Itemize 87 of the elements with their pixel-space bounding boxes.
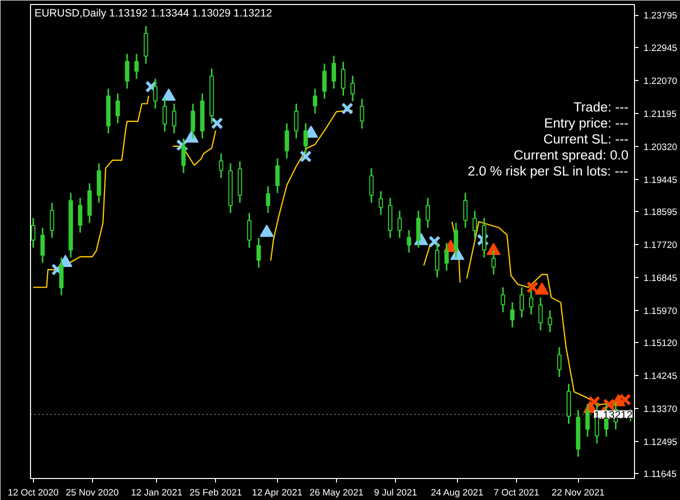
y-tick-label: 1.18595 (644, 206, 678, 217)
chart-title: EURUSD,Daily 1.13192 1.13344 1.13029 1.13212 (34, 8, 272, 20)
candlestick (116, 92, 120, 124)
point (526, 281, 539, 294)
point (341, 102, 354, 115)
point (534, 282, 549, 295)
candlestick (510, 302, 515, 328)
candlestick (294, 102, 298, 140)
candlestick (341, 61, 346, 97)
y-tick-label: 1.15970 (644, 306, 678, 316)
y-tick-label: 1.12495 (644, 436, 678, 447)
annotation: Current spread: 0.0 (514, 148, 629, 162)
y-tick-label: 1.20320 (644, 142, 678, 152)
candlestick (144, 25, 148, 64)
candlestick (491, 250, 496, 276)
annotation: Entry price: --- (544, 116, 628, 130)
candlestick (369, 167, 374, 204)
point (486, 242, 501, 255)
x-tick-label: 12 Jan 2021 (130, 488, 182, 498)
candlestick (172, 102, 176, 134)
annotation: Trade: --- (573, 100, 629, 114)
y-tick-label: 1.19445 (644, 174, 678, 185)
candlestick (181, 138, 186, 174)
candlestick (59, 256, 64, 296)
candlestick (266, 186, 270, 214)
y-tick-label: 1.23795 (644, 10, 678, 21)
candlestick (303, 122, 308, 154)
candlestick (454, 222, 458, 258)
candlestick (256, 237, 261, 268)
y-tick-label: 1.16845 (644, 272, 678, 283)
candlestick (218, 152, 224, 179)
candlestick (585, 403, 590, 438)
x-tick-label: 25 Nov 2020 (66, 488, 119, 498)
candlestick (162, 98, 167, 132)
candlestick (275, 158, 280, 194)
candlestick (463, 192, 468, 228)
point (210, 117, 224, 130)
candlestick (134, 53, 139, 80)
candlestick (416, 210, 421, 248)
y-tick-label: 1.17720 (644, 240, 678, 250)
y-tick-label: 1.13370 (644, 404, 678, 414)
x-tick-label: 12 Apr 2021 (252, 488, 302, 498)
candlestick (397, 210, 402, 239)
candlestick (472, 210, 477, 239)
candlestick (124, 53, 130, 90)
x-tick-label: 12 Oct 2020 (8, 488, 59, 498)
annotation: 2.0 % risk per SL in lots: --- (468, 164, 628, 178)
candlestick (153, 78, 158, 110)
ref-line-label: 1.13212 (594, 409, 633, 422)
candlestick (520, 286, 524, 318)
candlestick (322, 62, 327, 100)
candlestick (426, 197, 430, 228)
x-tick-label: 7 Oct 2021 (494, 488, 540, 498)
candlestick (312, 88, 318, 114)
y-tick-label: 1.15120 (644, 338, 678, 348)
candlestick (538, 296, 543, 332)
candlestick (444, 242, 449, 272)
candlestick (190, 102, 196, 140)
candlestick (247, 212, 252, 248)
candlestick (78, 197, 82, 234)
candlestick (332, 55, 336, 90)
candlestick (406, 229, 412, 254)
y-tick-label: 1.14245 (644, 370, 678, 381)
x-tick-label: 22 Nov 2021 (552, 488, 605, 498)
candlestick (435, 242, 440, 278)
x-tick-label: 9 Jul 2021 (374, 488, 418, 498)
x-tick-label: 25 Feb 2021 (190, 488, 242, 498)
x-tick-label: 26 May 2021 (310, 488, 364, 498)
candlestick (528, 290, 534, 316)
point (428, 236, 441, 248)
y-tick-label: 1.22945 (644, 42, 678, 53)
candlestick (378, 190, 383, 216)
y-tick-label: 1.11645 (644, 468, 677, 479)
x-tick-label: 24 Aug 2021 (430, 488, 484, 498)
candlestick (350, 75, 355, 102)
y-tick-label: 1.21195 (644, 108, 677, 119)
annotation: Current SL: --- (543, 132, 629, 146)
candlestick (40, 226, 45, 264)
point (300, 150, 312, 163)
candlestick (284, 122, 290, 160)
candlestick (360, 98, 364, 130)
y-tick-label: 1.22070 (644, 76, 678, 86)
candlestick (548, 310, 552, 333)
point (260, 224, 274, 237)
candlestick (557, 346, 562, 378)
candlestick (50, 202, 54, 239)
candlestick (500, 286, 506, 313)
